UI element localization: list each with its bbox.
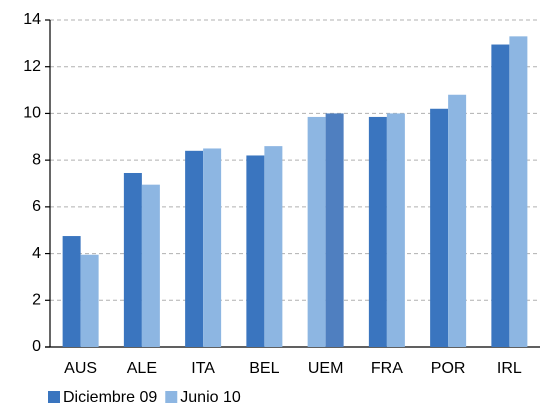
legend-swatch bbox=[165, 391, 178, 403]
y-tick-label: 8 bbox=[32, 151, 41, 168]
x-tick-label: ALE bbox=[127, 360, 157, 377]
legend-label: Diciembre 09 bbox=[63, 389, 157, 406]
x-tick-label: IRL bbox=[497, 360, 522, 377]
bar bbox=[185, 150, 204, 347]
bar bbox=[62, 236, 81, 347]
bar bbox=[448, 94, 467, 347]
bar bbox=[123, 172, 142, 347]
bar bbox=[246, 155, 265, 347]
bar bbox=[509, 36, 528, 347]
y-tick-label: 2 bbox=[32, 292, 41, 309]
legend-label: Junio 10 bbox=[180, 389, 241, 406]
x-tick-label: AUS bbox=[64, 360, 97, 377]
y-tick-label: 14 bbox=[23, 11, 41, 28]
bar bbox=[386, 113, 405, 347]
y-tick-label: 10 bbox=[23, 105, 41, 122]
bar bbox=[307, 116, 326, 347]
y-tick-label: 4 bbox=[32, 245, 41, 262]
legend-swatch bbox=[48, 391, 60, 403]
y-tick-label: 6 bbox=[32, 198, 41, 215]
x-tick-label: FRA bbox=[371, 360, 403, 377]
x-tick-label: BEL bbox=[249, 360, 279, 377]
bar bbox=[325, 113, 344, 347]
y-tick-label: 0 bbox=[32, 338, 41, 355]
bar bbox=[203, 148, 222, 347]
bar bbox=[264, 146, 283, 347]
x-tick-label: POR bbox=[431, 360, 466, 377]
bar bbox=[491, 44, 510, 348]
bar bbox=[80, 254, 99, 347]
bar bbox=[430, 108, 449, 347]
x-tick-label: UEM bbox=[308, 360, 344, 377]
y-tick-label: 12 bbox=[23, 58, 41, 75]
bar bbox=[368, 116, 387, 347]
bar bbox=[141, 184, 160, 347]
x-tick-label: ITA bbox=[191, 360, 215, 377]
